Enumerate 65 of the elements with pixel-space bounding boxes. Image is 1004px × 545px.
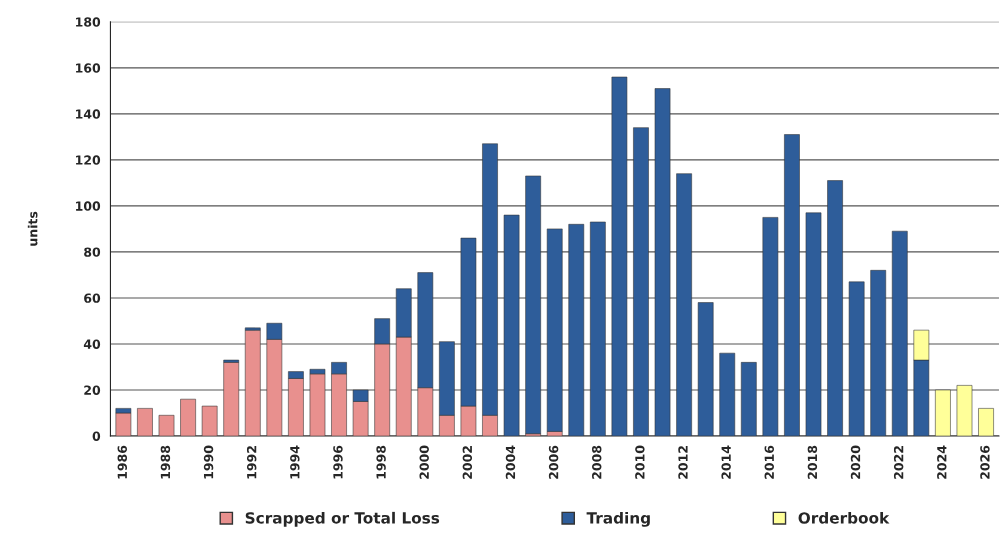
bar bbox=[827, 180, 843, 436]
x-tick-label: 2020 bbox=[850, 445, 861, 479]
x-tick-label: 2026 bbox=[980, 445, 990, 479]
y-tick-label: 0 bbox=[92, 431, 101, 441]
bar bbox=[590, 221, 606, 436]
bar bbox=[115, 412, 132, 436]
y-tick-label: 180 bbox=[76, 17, 101, 27]
x-tick-label: 1994 bbox=[290, 445, 300, 479]
x-tick-label: 2006 bbox=[548, 445, 559, 479]
bar bbox=[654, 88, 671, 436]
bar bbox=[158, 415, 175, 436]
bar bbox=[762, 217, 779, 436]
bar bbox=[935, 389, 951, 436]
bar bbox=[784, 134, 800, 436]
legend-label: Scrapped or Total Loss bbox=[245, 511, 440, 527]
bar bbox=[611, 76, 628, 436]
bar bbox=[978, 408, 994, 436]
x-tick-label: 2008 bbox=[592, 445, 602, 479]
y-tick-label: 20 bbox=[84, 385, 101, 395]
bar bbox=[568, 224, 585, 436]
bar bbox=[719, 352, 736, 436]
x-tick-label: 2018 bbox=[807, 445, 818, 479]
bar bbox=[891, 230, 908, 436]
x-tick-label: 2016 bbox=[764, 445, 774, 479]
x-tick-label: 1992 bbox=[246, 446, 257, 479]
bar bbox=[201, 405, 218, 436]
bar bbox=[676, 173, 692, 436]
y-tick-label: 40 bbox=[83, 339, 101, 349]
bar bbox=[546, 228, 563, 432]
bar bbox=[525, 175, 541, 434]
bar bbox=[697, 302, 714, 436]
y-tick-label: 120 bbox=[76, 155, 101, 165]
y-tick-label: 100 bbox=[76, 201, 101, 211]
x-tick-label: 2012 bbox=[678, 446, 688, 479]
x-tick-label: 1996 bbox=[333, 445, 343, 479]
legend-label: Orderbook bbox=[798, 511, 890, 524]
bar bbox=[633, 127, 649, 436]
x-tick-label: 2022 bbox=[893, 446, 904, 479]
bar bbox=[503, 214, 520, 436]
x-tick-label: 1988 bbox=[160, 445, 171, 479]
bar bbox=[180, 398, 196, 436]
y-tick-label: 160 bbox=[76, 63, 101, 73]
x-tick-label: 1986 bbox=[117, 445, 128, 479]
bar bbox=[244, 329, 261, 436]
x-tick-label: 2014 bbox=[721, 445, 731, 479]
x-tick-label: 2000 bbox=[419, 445, 429, 479]
bar bbox=[740, 362, 757, 436]
bar bbox=[870, 270, 887, 436]
bar bbox=[956, 385, 973, 436]
y-tick-label: 140 bbox=[76, 109, 101, 119]
x-tick-label: 2004 bbox=[505, 445, 516, 479]
x-tick-label: 2010 bbox=[635, 445, 645, 479]
legend-label: Trading bbox=[586, 511, 650, 527]
x-tick-label: 1998 bbox=[376, 445, 386, 479]
y-axis-title: units bbox=[27, 211, 38, 246]
bar bbox=[137, 408, 153, 436]
bar bbox=[309, 373, 326, 436]
bar bbox=[848, 281, 865, 436]
x-tick-label: 2002 bbox=[462, 446, 473, 479]
bar bbox=[223, 362, 240, 436]
y-tick-label: 80 bbox=[84, 247, 101, 257]
y-tick-label: 60 bbox=[84, 293, 101, 303]
x-tick-label: 1990 bbox=[203, 445, 214, 479]
x-tick-label: 2024 bbox=[937, 445, 947, 479]
bar bbox=[805, 212, 822, 436]
